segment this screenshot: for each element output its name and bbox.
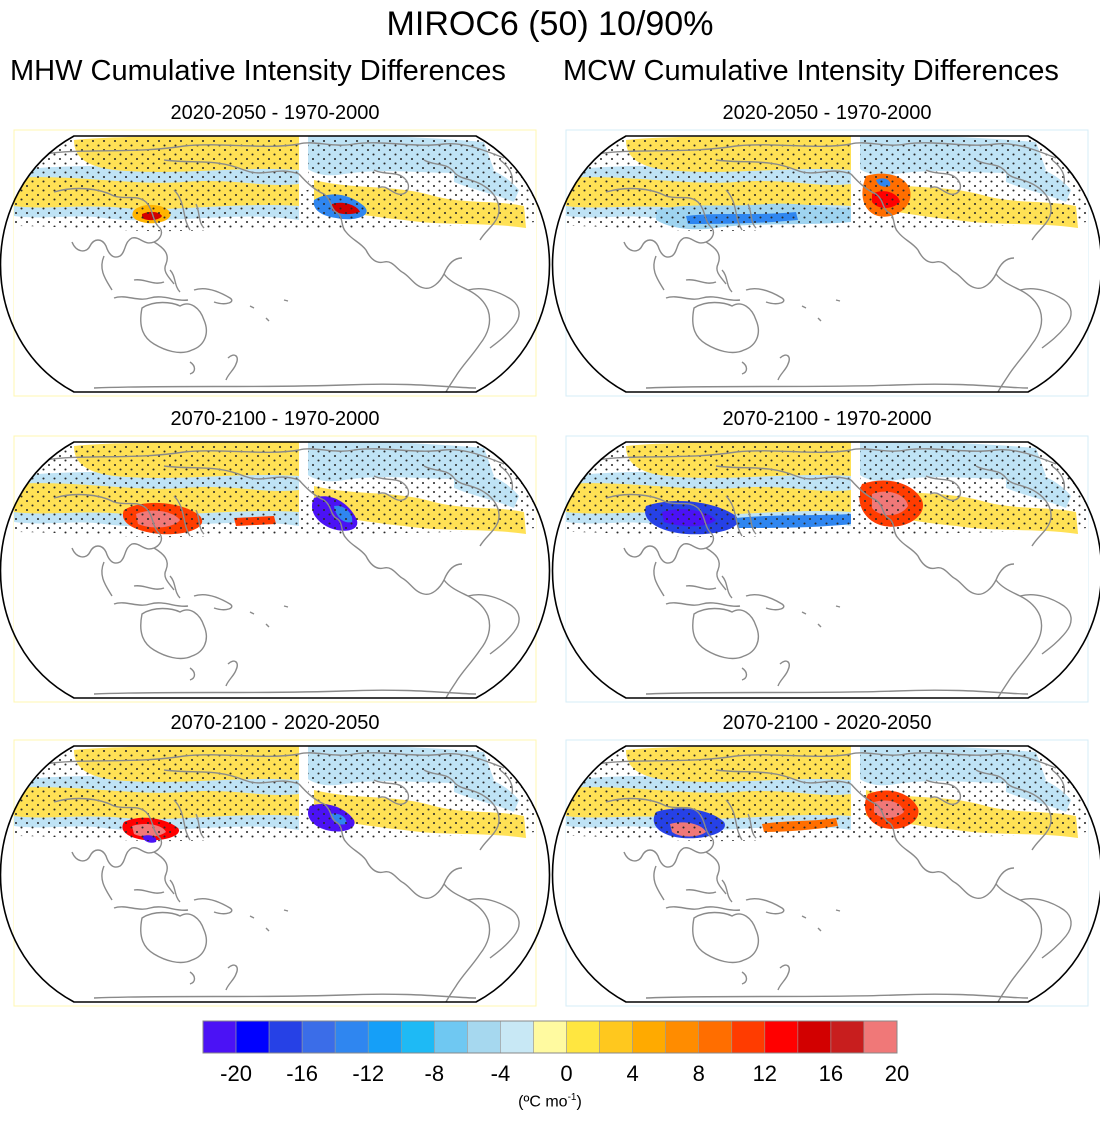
map-svg — [551, 435, 1100, 703]
panel-title: 2070-2100 - 2020-2050 — [170, 712, 380, 734]
colorbar-swatch — [467, 1020, 501, 1054]
colorbar-swatch — [665, 1020, 700, 1054]
column-title-mcw: MCW Cumulative Intensity Differences — [563, 55, 1059, 87]
panel-title: 2070-2100 - 1970-2000 — [170, 408, 380, 430]
globe-outline — [0, 745, 551, 1003]
colorbar-tick-label: 20 — [885, 1061, 909, 1086]
panel-title: 2070-2100 - 2020-2050 — [722, 712, 932, 734]
globe-outline — [0, 441, 551, 699]
colorbar-swatch — [202, 1020, 237, 1054]
colorbar-swatch — [797, 1020, 832, 1054]
map-panel-4 — [551, 435, 1100, 703]
map-svg — [0, 739, 551, 1007]
colorbar-swatch — [400, 1020, 435, 1054]
colorbar-swatch — [367, 1020, 402, 1054]
colorbar-tick-label: 8 — [693, 1061, 705, 1086]
colorbar-swatch — [566, 1020, 600, 1054]
colorbar-tick-label: -8 — [425, 1061, 445, 1086]
colorbar-tick-label: 4 — [626, 1061, 638, 1086]
colorbar-swatch — [599, 1020, 633, 1054]
column-title-mhw: MHW Cumulative Intensity Differences — [10, 55, 506, 87]
colorbar-swatch — [434, 1020, 468, 1054]
map-svg — [0, 435, 551, 703]
colorbar-tick-label: 12 — [753, 1061, 777, 1086]
colorbar-swatch — [731, 1020, 766, 1054]
panel-title: 2070-2100 - 1970-2000 — [722, 408, 932, 430]
colorbar-tick-label: -20 — [220, 1061, 252, 1086]
globe-outline — [551, 441, 1100, 699]
colorbar-units: (ºC mo-1) — [518, 1092, 582, 1111]
map-panel-2 — [551, 129, 1100, 397]
globe-outline — [551, 135, 1100, 393]
colorbar-tick-label: 0 — [560, 1061, 572, 1086]
significance-stippling — [566, 138, 1088, 232]
colorbar-swatch — [334, 1020, 369, 1054]
significance-stippling — [14, 444, 536, 538]
significance-stippling — [14, 748, 536, 842]
colorbar-tick-label: -4 — [491, 1061, 511, 1086]
colorbar-swatch — [533, 1020, 567, 1054]
map-svg — [0, 129, 551, 397]
colorbar-swatch — [301, 1020, 336, 1054]
map-panel-1 — [0, 129, 551, 397]
figure-title: MIROC6 (50) 10/90% — [386, 5, 714, 43]
colorbar-swatch — [863, 1020, 898, 1054]
colorbar-swatch — [632, 1020, 666, 1054]
colorbar-swatch — [764, 1020, 799, 1054]
panel-title: 2020-2050 - 1970-2000 — [722, 102, 932, 124]
map-svg — [551, 129, 1100, 397]
colorbar-tick-label: -12 — [352, 1061, 384, 1086]
colorbar-swatch — [268, 1020, 303, 1054]
colorbar-swatch — [235, 1020, 270, 1054]
significance-stippling — [566, 748, 1088, 842]
globe-outline — [0, 135, 551, 393]
colorbar-swatch — [698, 1020, 733, 1054]
panel-title: 2020-2050 - 1970-2000 — [170, 102, 380, 124]
globe-outline — [551, 745, 1100, 1003]
colorbar-tick-label: -16 — [286, 1061, 318, 1086]
map-panel-6 — [551, 739, 1100, 1007]
significance-stippling — [566, 444, 1088, 538]
map-panel-5 — [0, 739, 551, 1007]
significance-stippling — [14, 138, 536, 232]
colorbar-swatch — [500, 1020, 534, 1054]
colorbar-swatch — [830, 1020, 865, 1054]
map-svg — [551, 739, 1100, 1007]
colorbar-tick-label: 16 — [819, 1061, 843, 1086]
map-panel-3 — [0, 435, 551, 703]
